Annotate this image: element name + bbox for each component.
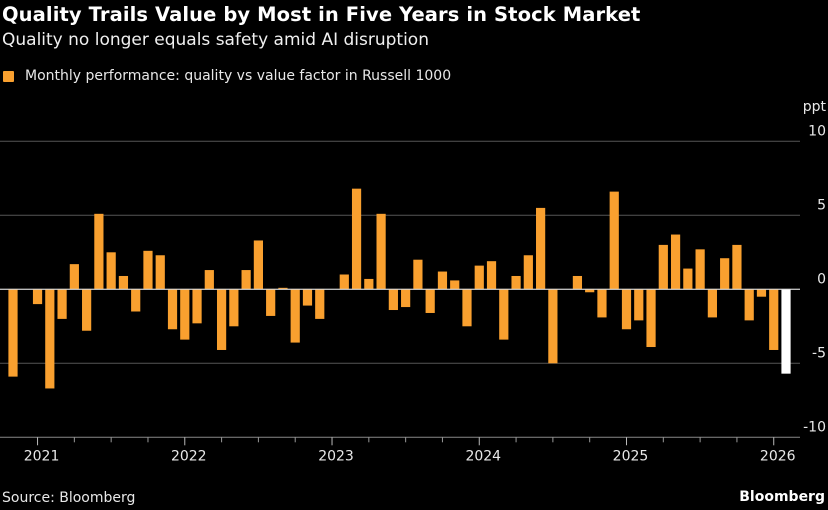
bar [732, 244, 742, 290]
bar [450, 280, 460, 290]
x-tick-label: 2021 [24, 448, 60, 464]
legend-label: Monthly performance: quality vs value fa… [25, 68, 452, 84]
bar [646, 289, 656, 348]
bar [425, 289, 435, 313]
bar [744, 289, 754, 321]
bar [781, 289, 791, 374]
bar [45, 289, 55, 389]
bar [683, 268, 693, 290]
bar [437, 271, 448, 290]
brand-logo: Bloomberg [739, 489, 825, 505]
bar [57, 289, 67, 319]
bar [241, 270, 251, 290]
bar [315, 289, 325, 319]
bar [658, 244, 668, 290]
bar [462, 289, 472, 327]
y-tick-label: 10 [808, 123, 826, 139]
bar [118, 275, 129, 290]
bar [634, 289, 644, 321]
bar [401, 289, 411, 308]
bar [499, 289, 509, 340]
bar [8, 289, 18, 377]
bar [155, 255, 165, 290]
bar [474, 265, 484, 290]
bar [720, 258, 730, 290]
bar [769, 289, 779, 350]
bar [143, 250, 153, 290]
bar [32, 289, 43, 305]
source-note: Source: Bloomberg [2, 490, 136, 506]
bar [229, 289, 239, 327]
bar [621, 289, 632, 330]
bar [376, 213, 386, 290]
bar [351, 188, 362, 290]
bar [106, 252, 116, 290]
bar [511, 275, 521, 290]
x-tick-label: 2026 [760, 448, 796, 464]
bar [253, 240, 263, 290]
bar [204, 270, 214, 290]
y-tick-label: 0 [817, 271, 826, 287]
y-tick-label: -10 [803, 419, 826, 435]
bar [756, 289, 767, 297]
bar [339, 274, 349, 290]
bar [94, 213, 104, 290]
bar [290, 289, 300, 343]
bar [192, 289, 202, 324]
chart-subtitle: Quality no longer equals safety amid AI … [2, 30, 429, 50]
bar [585, 289, 595, 293]
bar [707, 289, 717, 318]
bar [266, 289, 276, 316]
x-tick-label: 2024 [465, 448, 501, 464]
bar [302, 289, 313, 306]
bar [82, 289, 92, 331]
x-tick-label: 2023 [318, 448, 354, 464]
bar [388, 289, 398, 311]
legend: Monthly performance: quality vs value fa… [3, 68, 451, 84]
bar [167, 289, 178, 330]
x-tick-label: 2022 [171, 448, 207, 464]
x-tick-label: 2025 [613, 448, 649, 464]
bar [695, 249, 705, 290]
bar [69, 264, 79, 290]
y-tick-label: 5 [817, 197, 826, 213]
bar [486, 261, 497, 290]
legend-swatch [3, 70, 14, 82]
bar [670, 234, 681, 290]
y-unit-label: ppt [803, 99, 827, 115]
bar [572, 275, 583, 290]
bar [413, 259, 423, 290]
bar [131, 289, 141, 312]
chart-title: Quality Trails Value by Most in Five Yea… [2, 3, 641, 26]
bar [536, 207, 546, 290]
bar [548, 289, 558, 364]
bar [364, 278, 374, 290]
bar [523, 255, 533, 290]
y-tick-label: -5 [812, 345, 826, 361]
bar [216, 289, 227, 350]
bar [278, 287, 288, 290]
bar [180, 289, 190, 340]
bar [609, 191, 619, 290]
bar [597, 289, 607, 318]
